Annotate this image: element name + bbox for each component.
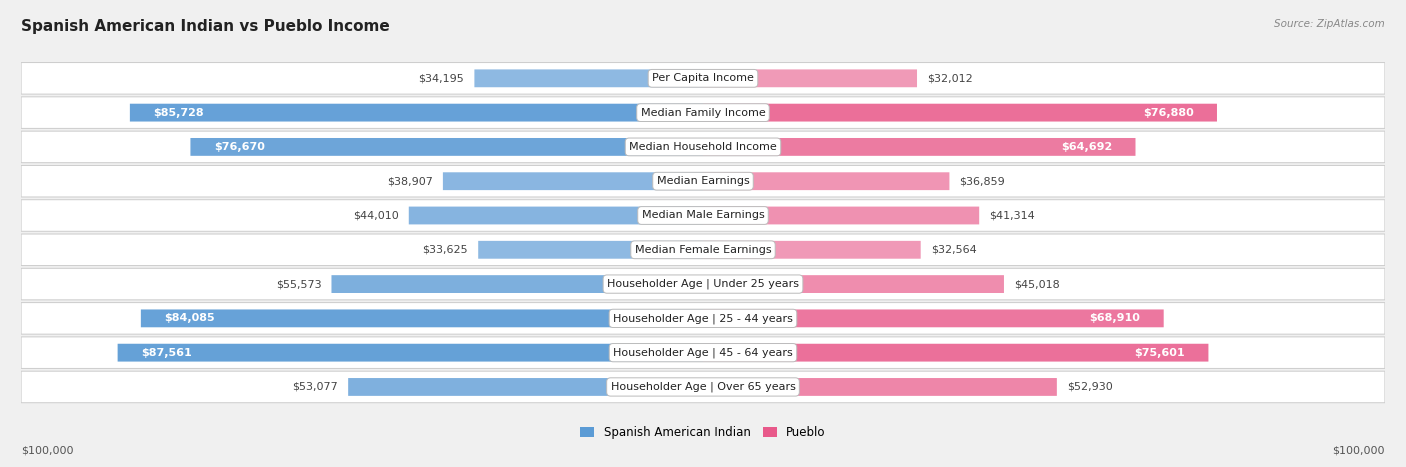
Text: $100,000: $100,000 (1333, 446, 1385, 455)
Text: $55,573: $55,573 (276, 279, 322, 289)
FancyBboxPatch shape (703, 241, 921, 259)
Text: $76,880: $76,880 (1143, 107, 1194, 118)
Text: Median Family Income: Median Family Income (641, 107, 765, 118)
FancyBboxPatch shape (21, 165, 1385, 197)
Text: $32,564: $32,564 (931, 245, 977, 255)
Text: Householder Age | Under 25 years: Householder Age | Under 25 years (607, 279, 799, 290)
FancyBboxPatch shape (21, 200, 1385, 231)
Text: $44,010: $44,010 (353, 211, 399, 220)
FancyBboxPatch shape (703, 344, 1208, 361)
FancyBboxPatch shape (703, 310, 1164, 327)
FancyBboxPatch shape (21, 97, 1385, 128)
Text: Median Male Earnings: Median Male Earnings (641, 211, 765, 220)
FancyBboxPatch shape (703, 70, 917, 87)
FancyBboxPatch shape (474, 70, 703, 87)
FancyBboxPatch shape (21, 269, 1385, 300)
FancyBboxPatch shape (129, 104, 703, 121)
Text: $32,012: $32,012 (927, 73, 973, 83)
Legend: Spanish American Indian, Pueblo: Spanish American Indian, Pueblo (575, 422, 831, 444)
Text: $33,625: $33,625 (423, 245, 468, 255)
FancyBboxPatch shape (21, 371, 1385, 403)
Text: $75,601: $75,601 (1135, 347, 1185, 358)
Text: $36,859: $36,859 (959, 176, 1005, 186)
FancyBboxPatch shape (478, 241, 703, 259)
FancyBboxPatch shape (703, 275, 1004, 293)
FancyBboxPatch shape (703, 206, 979, 225)
Text: Per Capita Income: Per Capita Income (652, 73, 754, 83)
FancyBboxPatch shape (21, 337, 1385, 368)
Text: $76,670: $76,670 (214, 142, 264, 152)
FancyBboxPatch shape (703, 378, 1057, 396)
Text: Spanish American Indian vs Pueblo Income: Spanish American Indian vs Pueblo Income (21, 19, 389, 34)
Text: Householder Age | Over 65 years: Householder Age | Over 65 years (610, 382, 796, 392)
FancyBboxPatch shape (190, 138, 703, 156)
FancyBboxPatch shape (118, 344, 703, 361)
Text: Source: ZipAtlas.com: Source: ZipAtlas.com (1274, 19, 1385, 28)
Text: Median Household Income: Median Household Income (628, 142, 778, 152)
Text: $87,561: $87,561 (141, 347, 191, 358)
FancyBboxPatch shape (409, 206, 703, 225)
FancyBboxPatch shape (21, 234, 1385, 266)
FancyBboxPatch shape (21, 63, 1385, 94)
FancyBboxPatch shape (703, 138, 1136, 156)
Text: $45,018: $45,018 (1014, 279, 1060, 289)
Text: $41,314: $41,314 (990, 211, 1035, 220)
Text: $34,195: $34,195 (419, 73, 464, 83)
FancyBboxPatch shape (703, 172, 949, 190)
Text: $100,000: $100,000 (21, 446, 73, 455)
Text: Householder Age | 45 - 64 years: Householder Age | 45 - 64 years (613, 347, 793, 358)
Text: $68,910: $68,910 (1090, 313, 1140, 323)
Text: $85,728: $85,728 (153, 107, 204, 118)
Text: $53,077: $53,077 (292, 382, 337, 392)
FancyBboxPatch shape (332, 275, 703, 293)
FancyBboxPatch shape (21, 131, 1385, 163)
Text: $64,692: $64,692 (1062, 142, 1112, 152)
Text: $52,930: $52,930 (1067, 382, 1112, 392)
FancyBboxPatch shape (703, 104, 1218, 121)
Text: Median Female Earnings: Median Female Earnings (634, 245, 772, 255)
Text: $84,085: $84,085 (165, 313, 215, 323)
FancyBboxPatch shape (141, 310, 703, 327)
Text: Median Earnings: Median Earnings (657, 176, 749, 186)
FancyBboxPatch shape (443, 172, 703, 190)
FancyBboxPatch shape (349, 378, 703, 396)
Text: Householder Age | 25 - 44 years: Householder Age | 25 - 44 years (613, 313, 793, 324)
FancyBboxPatch shape (21, 303, 1385, 334)
Text: $38,907: $38,907 (387, 176, 433, 186)
